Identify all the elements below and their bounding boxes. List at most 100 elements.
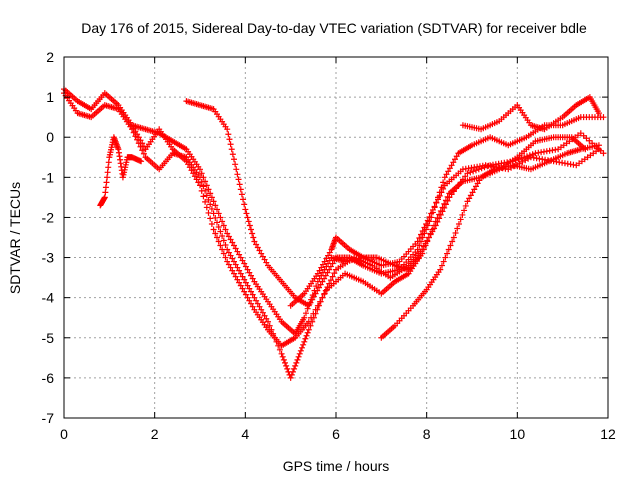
data-point-marker <box>217 214 224 221</box>
data-point-marker <box>472 183 479 190</box>
x-tick-label: 6 <box>332 426 340 442</box>
data-point-marker <box>292 362 299 369</box>
data-point-marker <box>420 246 427 253</box>
data-point-marker <box>205 209 212 216</box>
data-point-marker <box>445 246 452 253</box>
data-point-marker <box>246 269 253 276</box>
data-point-marker <box>319 278 326 285</box>
data-point-marker <box>242 279 249 286</box>
data-point-marker <box>331 270 338 277</box>
data-point-marker <box>476 177 483 184</box>
data-point-marker <box>329 273 336 280</box>
data-point-marker <box>299 344 305 351</box>
data-point-marker <box>244 214 251 221</box>
data-point-marker <box>244 294 251 301</box>
data-point-marker <box>422 242 429 249</box>
data-point-marker <box>232 245 239 252</box>
data-point-marker <box>205 186 212 193</box>
data-layer <box>61 86 607 381</box>
data-point-marker <box>462 202 469 209</box>
data-point-marker <box>202 198 209 205</box>
data-point-marker <box>253 297 260 304</box>
data-point-marker <box>441 174 448 181</box>
data-point-marker <box>234 276 241 283</box>
y-tick-label: -1 <box>42 169 55 185</box>
satellite-track-2 <box>61 90 607 381</box>
data-point-marker <box>215 210 222 217</box>
x-tick-label: 12 <box>600 426 616 442</box>
data-point-marker <box>200 193 207 200</box>
data-point-marker <box>454 225 461 232</box>
data-point-marker <box>235 176 242 183</box>
data-point-marker <box>444 193 451 200</box>
data-point-marker <box>224 126 231 133</box>
data-point-marker <box>312 290 319 297</box>
data-point-marker <box>258 250 265 257</box>
data-point-marker <box>237 186 244 193</box>
data-point-marker <box>442 197 449 204</box>
data-point-marker <box>135 134 142 141</box>
data-point-marker <box>322 287 329 294</box>
y-axis-label: SDTVAR / TECUs <box>7 182 23 294</box>
data-point-marker <box>436 211 443 218</box>
x-axis-label: GPS time / hours <box>283 458 390 474</box>
data-point-marker <box>294 356 301 363</box>
data-point-marker <box>428 214 435 221</box>
data-point-marker <box>219 232 226 239</box>
data-point-marker <box>425 234 432 241</box>
data-point-marker <box>205 196 212 203</box>
data-point-marker <box>231 242 237 249</box>
data-point-marker <box>280 356 287 363</box>
data-point-marker <box>105 159 112 166</box>
data-point-marker <box>418 231 424 238</box>
data-point-marker <box>231 156 237 163</box>
data-point-marker <box>104 174 111 181</box>
data-point-marker <box>249 230 256 237</box>
data-point-marker <box>244 282 251 289</box>
data-point-marker <box>185 161 192 168</box>
data-point-marker <box>231 270 237 277</box>
data-point-marker <box>197 174 203 181</box>
data-point-marker <box>208 194 215 201</box>
data-point-marker <box>212 230 219 237</box>
data-point-marker <box>246 222 253 229</box>
data-point-marker <box>518 155 525 162</box>
data-point-marker <box>312 306 319 313</box>
data-point-marker <box>321 275 328 282</box>
data-point-marker <box>203 182 210 189</box>
data-point-marker <box>246 297 253 304</box>
data-point-marker <box>263 259 270 266</box>
data-point-marker <box>279 353 286 360</box>
data-point-marker <box>138 158 145 165</box>
data-point-marker <box>105 164 112 171</box>
data-point-marker <box>200 183 207 190</box>
data-point-marker <box>295 353 302 360</box>
data-point-marker <box>229 267 236 274</box>
data-point-marker <box>248 226 254 233</box>
data-point-marker <box>478 165 485 172</box>
data-point-marker <box>132 128 139 135</box>
data-point-marker <box>193 176 200 183</box>
data-point-marker <box>234 248 241 255</box>
data-point-marker <box>102 189 109 196</box>
data-point-marker <box>321 290 328 297</box>
data-point-marker <box>307 299 314 306</box>
data-point-marker <box>195 179 202 186</box>
data-point-marker <box>470 168 477 175</box>
data-point-marker <box>314 287 321 294</box>
data-point-marker <box>469 189 476 196</box>
data-point-marker <box>197 182 203 189</box>
data-point-marker <box>203 192 210 199</box>
data-point-marker <box>448 162 455 169</box>
data-point-marker <box>327 263 334 270</box>
data-point-marker <box>229 239 236 246</box>
x-tick-label: 8 <box>423 426 431 442</box>
data-point-marker <box>220 250 227 257</box>
data-point-marker <box>471 186 478 193</box>
data-point-marker <box>464 170 471 177</box>
data-point-marker <box>103 179 110 186</box>
data-point-marker <box>232 273 239 280</box>
data-point-marker <box>444 250 451 257</box>
